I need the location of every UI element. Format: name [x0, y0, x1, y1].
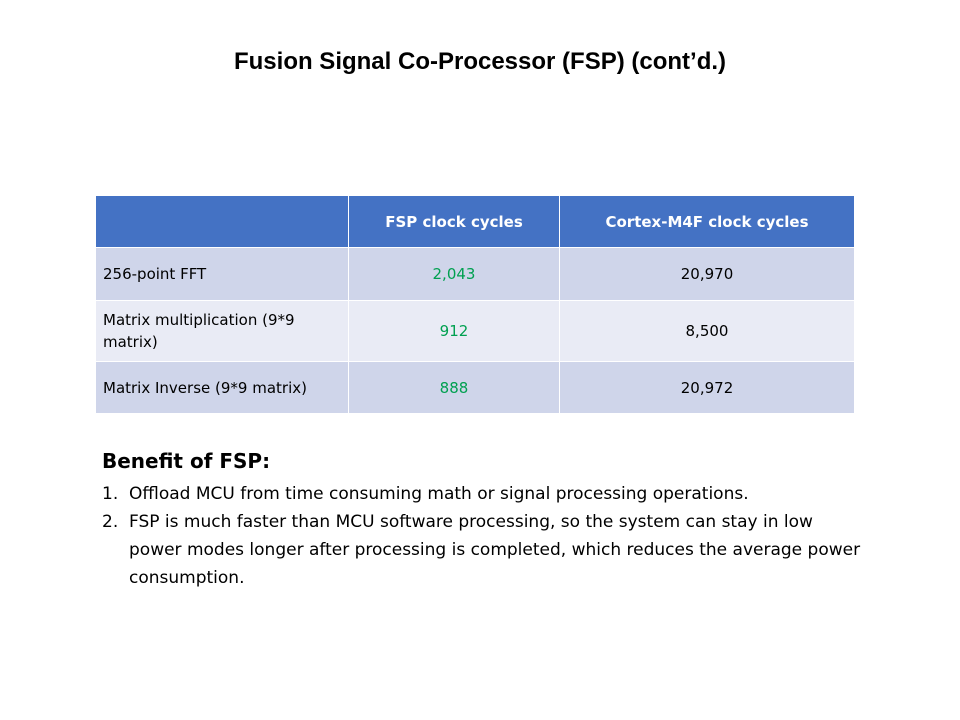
table-row: Matrix multiplication (9*9 matrix) 912 8… — [95, 300, 855, 362]
list-item: 2. FSP is much faster than MCU software … — [102, 508, 862, 592]
list-item-text: Offload MCU from time consuming math or … — [129, 484, 749, 504]
m4f-cycles-value: 20,970 — [559, 247, 855, 301]
benefits-list: 1. Offload MCU from time consuming math … — [102, 480, 862, 592]
fsp-cycles-value: 888 — [348, 361, 560, 414]
table-row: 256-point FFT 2,043 20,970 — [95, 247, 855, 301]
comparison-table: FSP clock cycles Cortex-M4F clock cycles… — [95, 195, 855, 414]
row-label: 256-point FFT — [95, 247, 349, 301]
header-empty-cell — [95, 195, 349, 248]
list-item-text: FSP is much faster than MCU software pro… — [129, 512, 861, 588]
list-item-number: 2. — [102, 512, 119, 532]
fsp-cycles-value: 912 — [348, 300, 560, 362]
header-fsp-cycles: FSP clock cycles — [348, 195, 560, 248]
benefits-section: Benefit of FSP: 1. Offload MCU from time… — [102, 446, 862, 592]
header-m4f-cycles: Cortex-M4F clock cycles — [559, 195, 855, 248]
row-label: Matrix Inverse (9*9 matrix) — [95, 361, 349, 414]
list-item-number: 1. — [102, 484, 119, 504]
table-row: Matrix Inverse (9*9 matrix) 888 20,972 — [95, 361, 855, 414]
table-header-row: FSP clock cycles Cortex-M4F clock cycles — [95, 195, 855, 248]
row-label: Matrix multiplication (9*9 matrix) — [95, 300, 349, 362]
slide-title: Fusion Signal Co-Processor (FSP) (cont’d… — [233, 48, 727, 75]
benefits-heading: Benefit of FSP: — [102, 449, 271, 473]
list-item: 1. Offload MCU from time consuming math … — [102, 480, 862, 508]
m4f-cycles-value: 20,972 — [559, 361, 855, 414]
fsp-cycles-value: 2,043 — [348, 247, 560, 301]
m4f-cycles-value: 8,500 — [559, 300, 855, 362]
